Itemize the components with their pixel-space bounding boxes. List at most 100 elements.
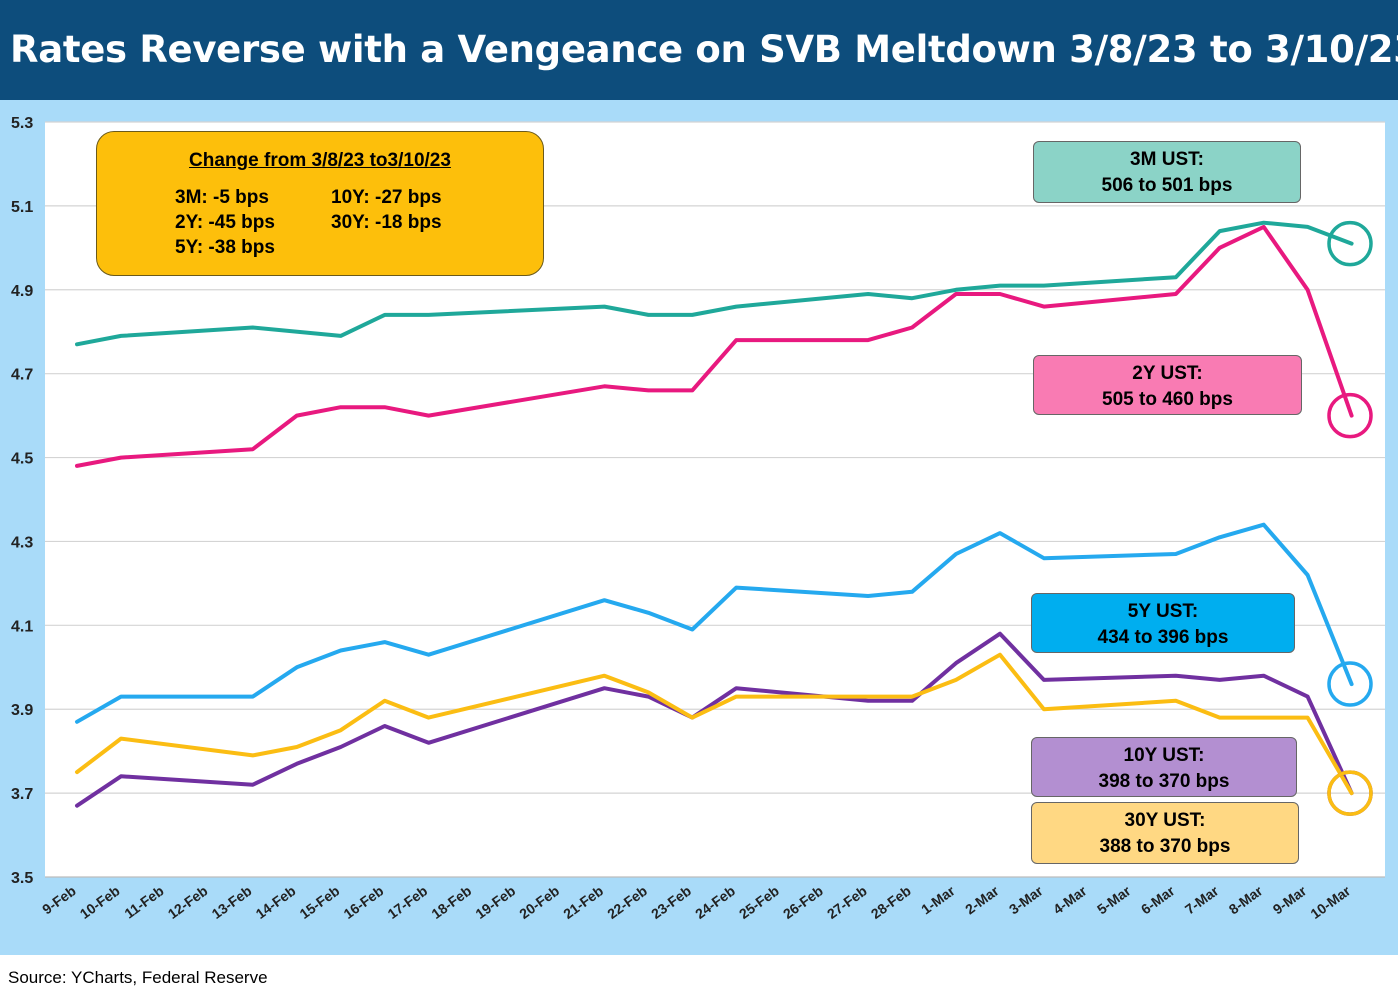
data-point-2y (384, 406, 386, 408)
data-point-10y (76, 805, 78, 807)
data-point-3m (428, 314, 430, 316)
callout-5y: 5Y UST: 434 to 396 bps (1031, 593, 1295, 653)
data-point-2y (999, 293, 1001, 295)
data-point-2y (340, 406, 342, 408)
x-tick-label: 25-Feb (736, 882, 782, 921)
data-point-10y (384, 725, 386, 727)
y-axis-ticks: 3.5 3.7 3.9 4.1 4.3 4.5 4.7 4.9 5.1 5.3 (11, 115, 33, 887)
x-tick-label: 9-Feb (39, 882, 79, 917)
data-point-30y (384, 700, 386, 702)
data-point-30y (76, 771, 78, 773)
x-tick-label: 26-Feb (780, 882, 826, 921)
data-point-2y (735, 339, 737, 341)
y-tick-label: 3.9 (11, 702, 33, 719)
data-point-30y (1263, 717, 1265, 719)
data-point-2y (120, 457, 122, 459)
data-point-5y (955, 553, 957, 555)
x-tick-label: 6-Mar (1138, 882, 1178, 917)
data-point-30y (252, 754, 254, 756)
data-point-5y (76, 721, 78, 723)
data-point-5y (296, 666, 298, 668)
end-circle-2y (1327, 392, 1373, 439)
data-point-5y (1175, 553, 1177, 555)
data-point-3m (120, 335, 122, 337)
x-tick-label: 7-Mar (1182, 882, 1222, 917)
x-tick-label: 10-Feb (77, 882, 123, 921)
data-point-3m (252, 327, 254, 329)
data-point-5y (428, 654, 430, 656)
data-point-10y (252, 784, 254, 786)
y-tick-label: 4.7 (11, 367, 33, 384)
y-tick-label: 4.5 (11, 451, 33, 468)
x-tick-label: 27-Feb (824, 882, 870, 921)
data-point-30y (296, 746, 298, 748)
data-point-2y (1263, 226, 1265, 228)
y-tick-label: 4.3 (11, 534, 33, 551)
callout-2y-range: 505 to 460 bps (1102, 389, 1233, 410)
data-point-2y (1307, 289, 1309, 291)
data-point-2y (867, 339, 869, 341)
callout-3m-range: 506 to 501 bps (1101, 175, 1233, 196)
end-circle-30y (1327, 770, 1373, 816)
x-tick-label: 4-Mar (1050, 882, 1090, 917)
data-point-10y (1307, 696, 1309, 698)
data-point-5y (1263, 524, 1265, 526)
summary-item-30y: 30Y: -18 bps (331, 212, 442, 233)
data-point-3m (691, 314, 693, 316)
y-tick-label: 3.5 (11, 870, 33, 887)
data-point-30y (1175, 700, 1177, 702)
data-point-5y (1219, 536, 1221, 538)
data-point-3m (603, 306, 605, 308)
callout-30y-range: 388 to 370 bps (1099, 836, 1231, 857)
data-point-10y (1219, 679, 1221, 681)
data-point-5y (911, 591, 913, 593)
callout-30y: 30Y UST: 388 to 370 bps (1031, 802, 1299, 864)
data-point-2y (296, 415, 298, 417)
data-point-30y (428, 717, 430, 719)
x-tick-label: 21-Feb (560, 882, 606, 921)
data-point-30y (1351, 792, 1353, 794)
callout-2y-title: 2Y UST: (1132, 363, 1203, 384)
series-line-3m (75, 220, 1354, 347)
data-point-30y (867, 696, 869, 698)
callout-3m-title: 3M UST: (1130, 149, 1204, 170)
data-point-5y (647, 612, 649, 614)
data-point-10y (911, 700, 913, 702)
x-tick-label: 20-Feb (516, 882, 562, 921)
data-point-2y (911, 327, 913, 329)
data-point-3m (867, 293, 869, 295)
data-point-3m (1263, 222, 1265, 224)
source-note: Source: YCharts, Federal Reserve (8, 968, 268, 987)
data-point-3m (955, 289, 957, 291)
data-point-30y (120, 738, 122, 740)
x-tick-label: 13-Feb (209, 882, 255, 921)
data-point-30y (735, 696, 737, 698)
data-point-10y (340, 746, 342, 748)
data-point-2y (76, 465, 78, 467)
data-point-3m (999, 285, 1001, 287)
data-point-2y (428, 415, 430, 417)
x-tick-label: 11-Feb (121, 882, 166, 921)
data-point-30y (955, 679, 957, 681)
data-point-3m (911, 297, 913, 299)
data-point-10y (296, 763, 298, 765)
data-point-10y (1043, 679, 1045, 681)
x-tick-label: 19-Feb (472, 882, 518, 921)
data-point-5y (603, 599, 605, 601)
summary-box: Change from 3/8/23 to3/10/23 3M: -5 bps … (96, 131, 544, 276)
chart-title: Rates Reverse with a Vengeance on SVB Me… (10, 28, 1398, 71)
y-tick-label: 5.3 (11, 115, 33, 132)
data-point-10y (120, 775, 122, 777)
title-bar: Rates Reverse with a Vengeance on SVB Me… (0, 0, 1398, 100)
data-point-5y (867, 595, 869, 597)
data-point-5y (999, 532, 1001, 534)
data-point-2y (1351, 415, 1353, 417)
data-point-10y (1175, 675, 1177, 677)
end-circle-5y (1327, 661, 1373, 707)
data-point-30y (603, 675, 605, 677)
callout-10y-title: 10Y UST: (1123, 745, 1205, 766)
data-point-3m (384, 314, 386, 316)
data-point-10y (647, 696, 649, 698)
data-point-2y (1043, 306, 1045, 308)
x-tick-label: 3-Mar (1006, 882, 1046, 917)
